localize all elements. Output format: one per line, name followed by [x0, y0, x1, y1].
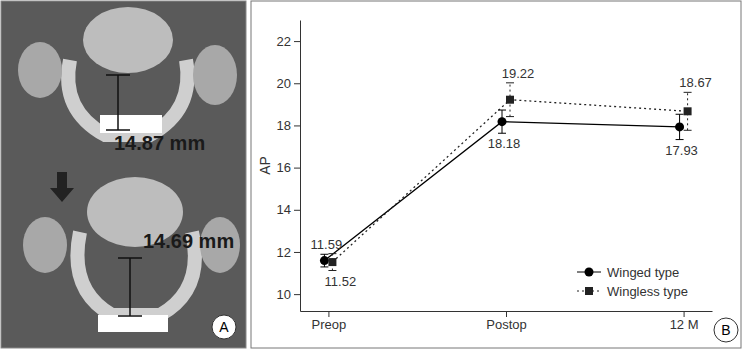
- vertebral-arch: [68, 60, 187, 135]
- error-bar: [320, 254, 328, 267]
- data-label: 19.22: [502, 66, 535, 81]
- series-line: [324, 122, 679, 261]
- error-bar: [328, 254, 336, 271]
- measure-cap: [118, 257, 142, 259]
- error-cap: [684, 130, 692, 131]
- y-tick-label: 22: [277, 34, 291, 49]
- point: [675, 122, 684, 131]
- point: [684, 107, 692, 115]
- error-bar: [498, 110, 506, 133]
- data-label: 11.59: [311, 237, 343, 252]
- y-tick-label: 10: [277, 287, 291, 302]
- legend-marker: [585, 268, 594, 277]
- x-tick-mark: [684, 311, 685, 317]
- y-tick: 12: [277, 245, 300, 260]
- legend: Winged type Wingless type: [577, 265, 688, 299]
- measure-cap: [106, 74, 130, 76]
- x-tick: Preop: [312, 311, 347, 332]
- axis-line: [300, 21, 301, 312]
- y-tick: 22: [277, 34, 300, 49]
- x-tick-mark: [328, 311, 329, 317]
- series-line: [332, 100, 687, 262]
- data-labels: 11.59 18.18 17.93 11.52 19.22 18.67: [311, 66, 712, 289]
- facet: [23, 217, 67, 273]
- error-bar: [506, 83, 514, 117]
- y-tick-mark: [294, 252, 300, 253]
- legend-label: Wingless type: [607, 284, 688, 299]
- y-axis: 10 12 14 16 18 20 22: [277, 21, 301, 312]
- x-tick: Postop: [486, 311, 526, 332]
- legend-label: Winged type: [607, 265, 679, 280]
- error-cap: [684, 92, 692, 93]
- panel-label: A: [219, 319, 229, 335]
- y-tick-mark: [294, 41, 300, 42]
- y-tick-label: 12: [277, 245, 291, 260]
- y-tick-label: 16: [277, 160, 291, 175]
- facet: [193, 45, 237, 105]
- error-bar: [676, 114, 684, 139]
- y-tick-label: 20: [277, 76, 291, 91]
- spacer: [100, 115, 162, 133]
- spacer: [98, 315, 168, 332]
- point: [498, 117, 507, 126]
- plot-area: [320, 83, 692, 271]
- ct-background: [1, 1, 246, 348]
- data-label: 18.18: [488, 136, 521, 151]
- panel-border: [251, 1, 741, 348]
- vertebral-body: [83, 7, 173, 73]
- x-tick-label: Postop: [486, 317, 526, 332]
- measure-line: [129, 258, 131, 316]
- data-label: 17.93: [665, 143, 698, 158]
- y-tick-label: 14: [277, 202, 291, 217]
- y-axis-title: AP: [257, 156, 273, 175]
- y-tick: 18: [277, 118, 300, 133]
- error-cap: [320, 266, 328, 267]
- error-cap: [498, 133, 506, 134]
- arrow: [50, 172, 74, 202]
- error-cap: [320, 254, 328, 255]
- error-cap: [506, 82, 514, 83]
- panel-label-circle: [714, 318, 738, 342]
- data-label: 11.52: [325, 274, 357, 289]
- y-tick: 14: [277, 202, 300, 217]
- panel-label: B: [721, 322, 730, 338]
- measure-line: [117, 75, 119, 130]
- y-tick-mark: [294, 83, 300, 84]
- measure-cap: [118, 315, 142, 317]
- panel-b: 10 12 14 16 18 20 22 Preop Postop 12 M AP 11.59 18.1…: [251, 1, 741, 348]
- error-cap: [328, 270, 336, 271]
- x-tick-label: Preop: [312, 317, 347, 332]
- error-cap: [506, 116, 514, 117]
- point: [320, 256, 329, 265]
- measure-cap: [106, 129, 130, 131]
- y-tick: 10: [277, 287, 300, 302]
- data-label: 18.67: [679, 75, 712, 90]
- y-tick-mark: [294, 125, 300, 126]
- error-cap: [676, 114, 684, 115]
- error-cap: [676, 139, 684, 140]
- x-tick-mark: [506, 311, 507, 317]
- x-axis: Preop Postop 12 M: [301, 311, 713, 332]
- y-tick-mark: [294, 168, 300, 169]
- y-tick: 20: [277, 76, 300, 91]
- facet: [18, 42, 62, 98]
- legend-marker: [585, 287, 593, 295]
- y-tick-mark: [294, 294, 300, 295]
- x-tick-label: 12 M: [670, 317, 699, 332]
- measurement-label: 14.69 mm: [143, 230, 234, 252]
- figure: 14.87 mm 14.69 mm A 10 12 14 16 18 20 22 Preop Post…: [0, 0, 743, 349]
- point: [506, 96, 514, 104]
- y-tick-label: 18: [277, 118, 291, 133]
- panel-label-circle: [212, 315, 236, 339]
- panel-a: 14.87 mm 14.69 mm A: [1, 1, 246, 348]
- error-cap: [328, 253, 336, 254]
- point: [328, 258, 336, 266]
- y-tick-mark: [294, 210, 300, 211]
- y-tick: 16: [277, 160, 300, 175]
- error-bar: [684, 92, 692, 130]
- x-tick: 12 M: [670, 311, 699, 332]
- measurement-label: 14.87 mm: [114, 132, 205, 154]
